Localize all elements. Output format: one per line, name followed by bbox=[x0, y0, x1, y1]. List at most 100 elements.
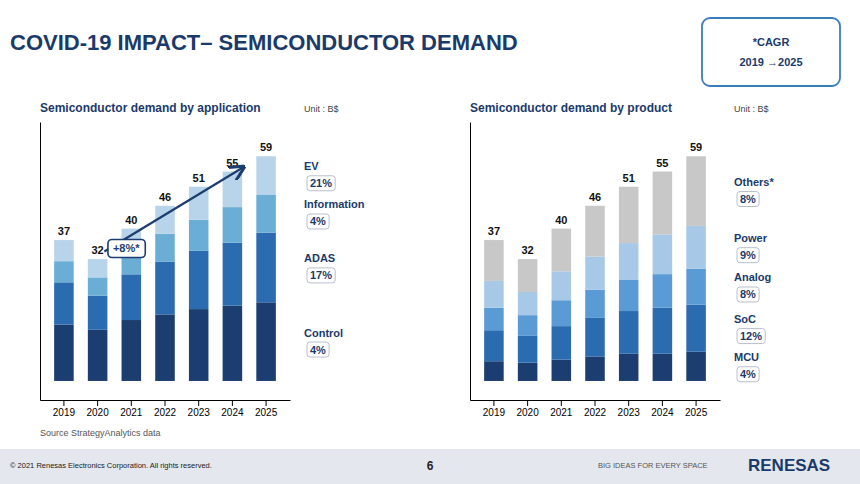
unit-label: Unit : B$ bbox=[304, 104, 339, 114]
bar-segment bbox=[54, 240, 74, 261]
x-tick: 2021 bbox=[120, 400, 143, 418]
bar-segment bbox=[552, 271, 572, 300]
arrow-label-group: +8%* bbox=[108, 239, 145, 257]
legend-growth-label: 21% bbox=[310, 177, 332, 189]
legend-growth: 12% bbox=[737, 329, 765, 344]
x-tick-mark bbox=[493, 400, 494, 406]
legend-box bbox=[307, 268, 335, 283]
total-label: 51 bbox=[193, 172, 205, 184]
bar-segment bbox=[88, 277, 108, 295]
x-tick-label: 2022 bbox=[154, 407, 177, 418]
bars bbox=[54, 156, 276, 381]
bar-segment bbox=[189, 220, 209, 251]
bar-segment bbox=[686, 269, 706, 305]
bar-segment bbox=[653, 308, 673, 354]
x-tick-label: 2020 bbox=[86, 407, 109, 418]
bar-segment bbox=[518, 259, 538, 292]
bar-segment bbox=[484, 330, 504, 361]
legend-growth: 8% bbox=[737, 192, 759, 207]
x-tick-label: 2023 bbox=[188, 407, 211, 418]
x-tick-label: 2021 bbox=[550, 407, 573, 418]
bar-segment bbox=[155, 262, 175, 315]
bar-segment bbox=[686, 156, 706, 226]
x-tick-label: 2024 bbox=[221, 407, 244, 418]
bar-segment bbox=[189, 309, 209, 381]
unit-label: Unit : B$ bbox=[734, 104, 769, 114]
legend-entry: Control bbox=[304, 327, 343, 339]
x-tick-label: 2019 bbox=[483, 407, 506, 418]
bar-segment bbox=[619, 280, 639, 311]
x-tick-label: 2020 bbox=[516, 407, 539, 418]
x-tick-mark bbox=[266, 400, 267, 406]
legend-growth-label: 8% bbox=[740, 288, 756, 300]
bar-segment bbox=[189, 187, 209, 220]
legend-box bbox=[307, 342, 329, 357]
bar-segment bbox=[585, 318, 605, 357]
x-axis: 2019 2020 2021 2022 2023 2024 2025 bbox=[471, 400, 721, 418]
bar-segment bbox=[518, 336, 538, 363]
footer-bar bbox=[0, 449, 860, 484]
bar-segment bbox=[686, 226, 706, 269]
x-tick: 2020 bbox=[86, 400, 109, 418]
x-tick-mark bbox=[198, 400, 199, 406]
x-tick-label: 2019 bbox=[53, 407, 76, 418]
x-tick: 2019 bbox=[483, 400, 506, 418]
bar-segment bbox=[518, 363, 538, 381]
arrow-label: +8%* bbox=[113, 242, 140, 254]
legend-box bbox=[737, 192, 759, 207]
bar-segment bbox=[619, 243, 639, 280]
total-label: 51 bbox=[623, 172, 635, 184]
legend-entry: Power bbox=[734, 232, 768, 244]
bar-segment bbox=[484, 308, 504, 331]
footer-tagline: BIG IDEAS FOR EVERY SPACE bbox=[598, 461, 708, 470]
x-tick-mark bbox=[165, 400, 166, 406]
total-label: 32 bbox=[521, 244, 533, 256]
x-tick-mark bbox=[696, 400, 697, 406]
bar-segment bbox=[223, 306, 243, 381]
total-label: 46 bbox=[589, 191, 601, 203]
subtitle: Semiconductor demand by product bbox=[470, 101, 672, 115]
legend-growth: 17% bbox=[307, 268, 335, 283]
cagr-box bbox=[702, 18, 840, 86]
x-tick: 2025 bbox=[685, 400, 708, 418]
legend-growth: 21% bbox=[307, 176, 335, 191]
bar-segment bbox=[552, 300, 572, 326]
legend-entry: Analog bbox=[734, 271, 771, 283]
x-tick-label: 2024 bbox=[651, 407, 674, 418]
bar-segment bbox=[686, 352, 706, 381]
totals: 37324046515559 bbox=[488, 141, 702, 256]
legend-box bbox=[737, 287, 759, 302]
bars bbox=[484, 156, 706, 381]
x-tick-label: 2023 bbox=[618, 407, 641, 418]
x-tick-mark bbox=[131, 400, 132, 406]
bar-segment bbox=[256, 194, 276, 232]
x-tick: 2022 bbox=[584, 400, 607, 418]
bar-segment bbox=[484, 361, 504, 381]
total-label: 59 bbox=[690, 141, 702, 153]
x-tick: 2021 bbox=[550, 400, 573, 418]
y-axis-line bbox=[470, 123, 471, 401]
series-bars bbox=[54, 233, 276, 330]
x-tick: 2024 bbox=[651, 400, 674, 418]
bar-segment bbox=[484, 240, 504, 281]
legend-growth-label: 9% bbox=[740, 249, 756, 261]
total-label: 40 bbox=[125, 214, 137, 226]
bar-segment bbox=[518, 292, 538, 315]
bar-segment bbox=[585, 206, 605, 257]
legend-growth-label: 4% bbox=[310, 344, 326, 356]
legend-box bbox=[737, 248, 759, 263]
source: Source StrategyAnalytics data bbox=[40, 428, 161, 438]
bar-segment bbox=[223, 243, 243, 306]
x-tick: 2025 bbox=[255, 400, 278, 418]
legend-entry: Others* bbox=[734, 176, 774, 188]
bar-segment bbox=[88, 259, 108, 277]
x-tick-mark bbox=[63, 400, 64, 406]
legend-growth: 9% bbox=[737, 248, 759, 263]
total-label: 37 bbox=[488, 225, 500, 237]
legend-growth-label: 17% bbox=[310, 269, 332, 281]
legend: Others*8%Power9%Analog8%SoC12%MCU4% bbox=[734, 176, 774, 382]
legend-growth-label: 12% bbox=[740, 330, 762, 342]
bar-segment bbox=[122, 274, 142, 320]
x-tick-label: 2025 bbox=[685, 407, 708, 418]
bar-segment bbox=[552, 229, 572, 272]
